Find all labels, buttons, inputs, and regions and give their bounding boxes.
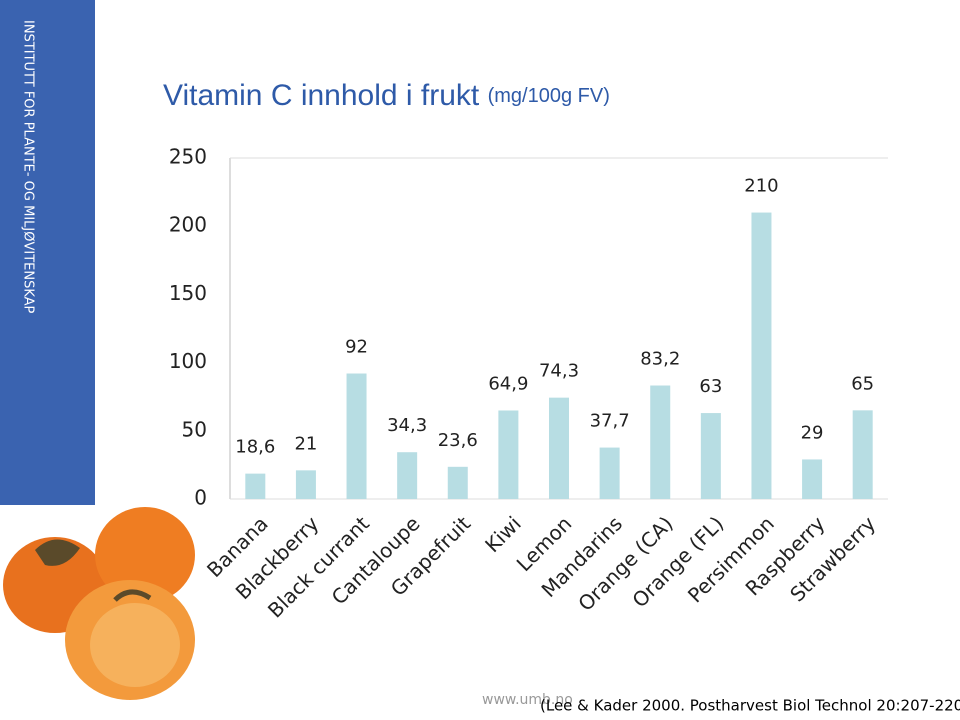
subtitle: (mg/100g FV): [488, 85, 610, 107]
bar: [346, 373, 367, 499]
data-label: 18,6: [235, 437, 275, 458]
data-label: 210: [744, 176, 778, 197]
sidebar-text: INSTITUTT FOR PLANTE- OG MILJØVITENSKAP: [21, 20, 36, 314]
bar: [447, 466, 468, 499]
bar: [295, 470, 316, 499]
footer-url: www.umb.no: [482, 692, 573, 708]
bar: [802, 459, 823, 499]
x-tick-label: Kiwi: [480, 511, 526, 557]
data-label: 23,6: [438, 430, 478, 451]
bar: [852, 410, 873, 499]
y-tick-label: 150: [169, 281, 207, 305]
data-label: 65: [851, 373, 874, 394]
data-label: 83,2: [640, 349, 680, 370]
bar: [700, 413, 721, 499]
bar: [549, 397, 569, 499]
data-label: 92: [345, 337, 368, 358]
persimmon-image: [3, 507, 195, 700]
y-tick-label: 0: [194, 486, 207, 510]
chart-title: Vitamin C innhold i frukt (mg/100g FV): [163, 79, 610, 112]
data-label: 64,9: [488, 373, 528, 394]
data-label: 63: [699, 376, 722, 397]
y-tick-label: 250: [169, 145, 207, 169]
y-tick-label: 200: [169, 213, 207, 237]
data-label: 29: [801, 422, 824, 443]
bar: [498, 410, 519, 499]
y-tick-label: 100: [169, 349, 207, 373]
data-label: 74,3: [539, 361, 579, 382]
y-tick-label: 50: [182, 417, 207, 441]
bar: [245, 473, 266, 499]
bar: [599, 447, 620, 499]
data-label: 21: [294, 433, 317, 454]
bar: [397, 452, 418, 499]
title: Vitamin C innhold i frukt: [163, 79, 480, 112]
sidebar: [0, 0, 95, 505]
data-label: 37,7: [590, 411, 630, 432]
data-label: 34,3: [387, 415, 427, 436]
bar: [650, 385, 671, 499]
citation: (Lee & Kader 2000. Postharvest Biol Tech…: [540, 697, 960, 715]
bar: [751, 212, 772, 499]
